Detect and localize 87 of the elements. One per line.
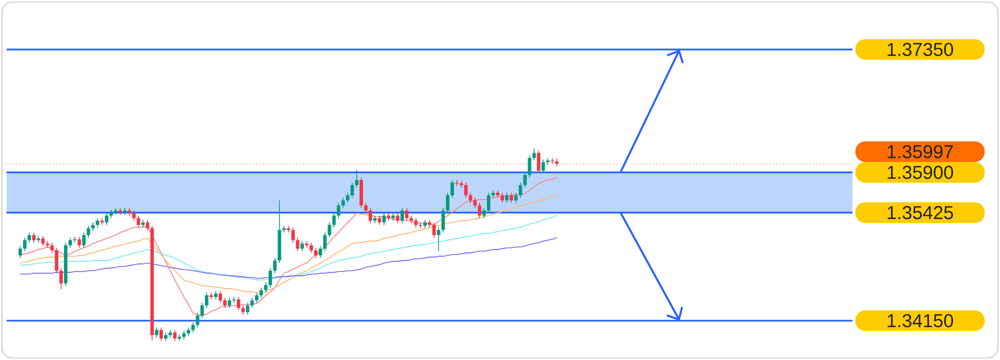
candlestick [54,247,58,274]
candlestick [296,237,300,252]
candlestick [341,197,345,208]
candlestick [96,218,100,228]
candlestick [323,232,327,252]
candlestick [500,192,504,204]
candlestick [400,208,404,224]
candlestick [18,246,22,258]
candlestick [318,246,322,258]
candlestick [228,297,232,308]
candlestick [223,297,227,308]
candlestick [350,182,354,198]
candlestick [146,219,150,232]
candlestick [414,218,418,228]
candlestick [518,182,522,198]
candlestick [510,192,514,204]
candlestick [468,192,472,204]
candlestick [82,232,86,248]
candlestick [50,242,54,254]
candlestick [159,327,163,342]
candlestick [78,236,82,248]
candlestick [273,258,277,274]
candlestick [218,290,222,304]
candlestick [196,312,200,328]
candlestick [368,208,372,224]
candlestick [482,208,486,219]
candlestick [260,287,263,298]
candlestick [191,322,195,333]
candlestick [378,215,382,226]
y-tick-label: 1.37350 [888,42,954,56]
candlestick [364,202,368,214]
candlestick [132,210,136,222]
candlestick [541,159,545,174]
candlestick [532,148,536,161]
candlestick [418,222,422,229]
y-tick-label: 1.34150 [888,314,954,328]
candlestick [355,169,358,188]
candlestick [432,222,436,238]
candlestick [396,212,400,224]
candlestick [505,192,509,204]
candlestick [268,268,272,288]
candlestick [32,232,36,244]
candlestick [173,330,177,342]
candlestick [246,302,250,316]
candlestick [264,282,268,294]
candlestick [36,236,40,244]
candlestick [100,218,104,226]
candlestick [46,240,50,248]
candlestick [178,334,182,342]
candlestick [336,202,340,219]
candlestick [478,202,482,219]
candlestick [382,212,386,226]
candlestick [86,225,90,238]
candlestick [436,227,440,252]
candlestick [154,327,158,338]
candlestick [286,225,290,233]
candlestick [314,247,318,258]
candlestick [41,236,45,247]
candlestick [441,208,445,233]
candlestick [328,222,332,238]
candlestick [136,215,140,228]
candlestick [232,296,236,304]
ref-line-label: 1.35997 [888,145,953,158]
candlestick [310,242,313,254]
candlestick [250,297,254,308]
candlestick [446,192,450,214]
candlestick [464,182,468,198]
candlestick [204,292,208,308]
candlestick [536,150,540,174]
candlestick [300,240,304,252]
candlestick [68,237,72,248]
y-tick-label: 1.35900 [888,166,954,179]
candlestick [241,305,245,316]
candlestick [346,192,350,204]
y-tick-label: 1.35425 [888,206,953,220]
candlestick [28,232,32,244]
candlestick [528,155,532,178]
candlestick [200,302,204,319]
candlestick [59,268,63,290]
candlestick [291,227,295,244]
candlestick [450,180,454,198]
candlestick [104,212,108,226]
candlestick [486,192,490,214]
candlestick [23,237,26,252]
candlestick [514,192,518,204]
candlestick [405,208,408,222]
candlestick [254,292,258,304]
